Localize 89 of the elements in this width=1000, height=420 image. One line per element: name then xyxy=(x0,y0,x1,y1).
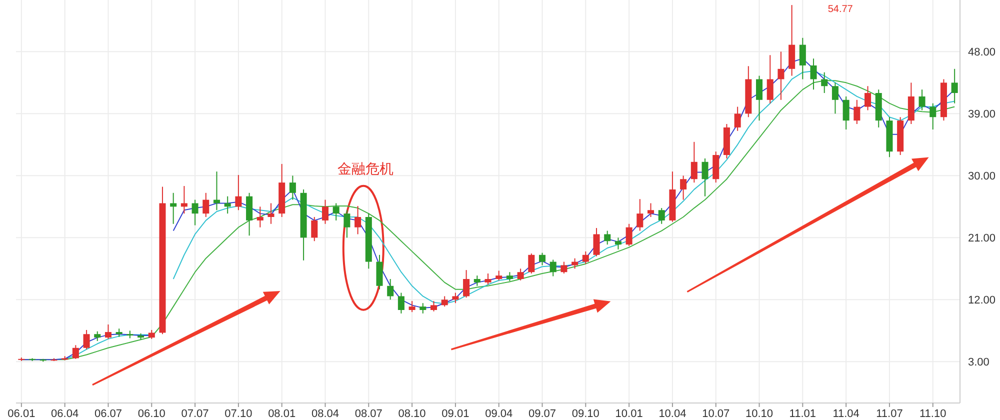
candlestick xyxy=(626,223,632,246)
candlestick xyxy=(398,292,404,314)
y-tick-label: 30.00 xyxy=(968,170,996,183)
candlestick xyxy=(202,192,210,218)
y-tick-label: 12.00 xyxy=(968,294,996,307)
candlestick xyxy=(496,270,502,281)
candlestick xyxy=(864,86,872,111)
candlestick xyxy=(951,68,958,104)
x-tick-label: 09.01 xyxy=(442,408,470,420)
candlestick xyxy=(268,202,274,224)
candlestick xyxy=(930,102,936,130)
candlestick xyxy=(778,51,784,100)
candlestick xyxy=(582,250,589,264)
candlestick xyxy=(690,141,698,184)
x-tick-label: 11.04 xyxy=(832,408,860,420)
candlestick xyxy=(756,75,763,122)
x-tick-label: 06.10 xyxy=(138,408,166,420)
candlestick xyxy=(484,272,492,286)
candlestick xyxy=(734,106,741,132)
annotation: 金融危机 xyxy=(337,160,394,176)
candlestick xyxy=(539,252,546,266)
x-tick-label: 10.10 xyxy=(746,408,774,420)
candlestick xyxy=(854,99,860,124)
x-tick-label: 11.01 xyxy=(789,408,816,420)
candlestick xyxy=(452,292,459,304)
candlestick xyxy=(94,330,101,342)
y-tick-label: 21.00 xyxy=(968,232,996,245)
candlestick xyxy=(528,253,535,274)
candlestick xyxy=(344,210,350,238)
candlestick xyxy=(918,89,926,111)
candlestick xyxy=(224,196,231,214)
candlestick xyxy=(517,268,524,281)
candlestick xyxy=(463,270,470,298)
candlestick xyxy=(550,259,556,277)
candlestick xyxy=(104,324,112,340)
candlestick xyxy=(658,208,665,224)
candlestick xyxy=(702,158,708,197)
x-tick-label: 11.10 xyxy=(920,408,946,420)
candlestick xyxy=(441,296,448,308)
x-tick-label: 07.07 xyxy=(181,408,209,420)
x-tick-label: 08.10 xyxy=(398,408,426,420)
annotation: 54.77 xyxy=(828,4,854,16)
x-tick-label: 10.01 xyxy=(615,408,643,420)
candlestick xyxy=(83,329,90,350)
candlestick xyxy=(821,72,828,94)
x-tick-label: 10.07 xyxy=(702,408,730,420)
candlestick xyxy=(420,302,426,314)
x-tick-label: 06.01 xyxy=(8,408,36,420)
candlestick xyxy=(832,82,838,114)
x-tick-label: 08.07 xyxy=(354,408,382,420)
x-tick-label: 08.01 xyxy=(268,408,296,420)
candlestick xyxy=(72,344,79,360)
candlestick xyxy=(636,198,644,232)
x-tick-label: 09.10 xyxy=(572,408,600,420)
candlestick xyxy=(560,261,568,274)
candlestick xyxy=(593,228,600,257)
y-tick-label: 48.00 xyxy=(968,46,996,59)
candlestick xyxy=(766,54,774,104)
candlestick xyxy=(354,205,362,235)
candlestick xyxy=(180,186,188,214)
candlestick xyxy=(408,300,416,313)
x-tick-label: 07.10 xyxy=(224,408,252,420)
x-tick-label: 09.07 xyxy=(528,408,556,420)
candlestick xyxy=(604,230,611,246)
candlestick xyxy=(322,199,328,224)
candlestick xyxy=(680,175,687,200)
candlestick xyxy=(799,37,806,80)
candlestick xyxy=(192,199,198,226)
candlestick xyxy=(170,192,177,224)
candlestick xyxy=(474,275,480,286)
candlestick xyxy=(256,206,264,228)
x-tick-label: 06.04 xyxy=(51,408,79,420)
candlestick xyxy=(430,300,437,312)
candlestick xyxy=(311,216,318,242)
candlestick xyxy=(614,237,622,250)
candlestick xyxy=(810,58,817,90)
y-tick-label: 39.00 xyxy=(968,108,996,121)
candlestick xyxy=(332,202,340,221)
x-tick-label: 10.04 xyxy=(658,408,686,420)
x-tick-label: 08.04 xyxy=(311,408,340,420)
x-tick-label: 09.04 xyxy=(485,408,513,420)
x-tick-label: 06.07 xyxy=(94,408,122,420)
candlestick xyxy=(648,202,654,218)
candlestick xyxy=(235,174,242,211)
candlestick xyxy=(387,278,394,300)
candlestick xyxy=(842,96,850,130)
x-tick-label: 11.07 xyxy=(876,408,903,420)
y-tick-label: 3.00 xyxy=(968,356,990,369)
candlestick xyxy=(289,175,296,200)
